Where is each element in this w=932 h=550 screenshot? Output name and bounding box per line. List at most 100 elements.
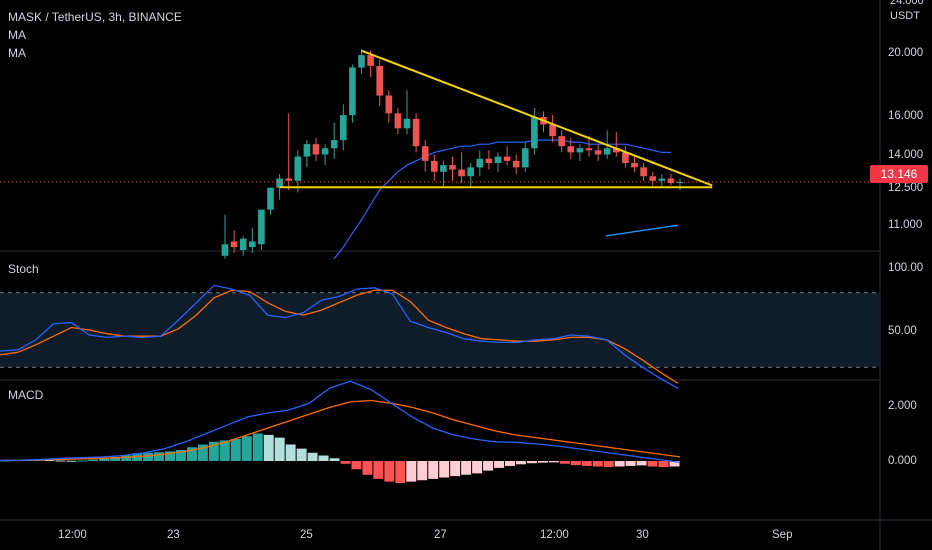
macd-histogram-bar xyxy=(44,459,55,461)
candle xyxy=(658,178,666,181)
price-axis-tick: 14.000 xyxy=(888,149,924,161)
macd-histogram-bar xyxy=(625,461,636,466)
candle xyxy=(613,148,620,153)
candle xyxy=(376,65,383,96)
macd-histogram-bar xyxy=(252,433,263,461)
candle xyxy=(567,146,575,153)
candle xyxy=(512,160,520,168)
ma2-line xyxy=(605,224,679,237)
macd-histogram-bar xyxy=(285,444,296,461)
last-price-badge: 13.146 xyxy=(870,165,928,183)
macd-histogram-bar xyxy=(373,461,384,479)
candle xyxy=(549,124,556,137)
time-axis-tick: Sep xyxy=(772,529,793,541)
macd-histogram-bar xyxy=(658,461,669,468)
macd-histogram-bar xyxy=(483,461,494,471)
macd-histogram-bar xyxy=(77,460,88,462)
macd-histogram-bar xyxy=(318,455,329,461)
macd-histogram-bar xyxy=(548,461,559,463)
macd-histogram-bar xyxy=(329,458,340,461)
candle xyxy=(476,158,484,168)
candle xyxy=(285,178,292,181)
candle xyxy=(312,144,320,155)
stoch-axis-tick: 50.00 xyxy=(888,325,917,337)
macd-histogram-bar xyxy=(505,461,515,466)
candle xyxy=(467,167,474,177)
macd-histogram-bar xyxy=(636,461,647,466)
candle xyxy=(358,55,365,68)
macd-histogram-bar xyxy=(395,461,406,483)
candle xyxy=(230,241,238,248)
candles xyxy=(221,49,684,259)
stoch-title[interactable]: Stoch xyxy=(8,262,39,276)
resistance-trendline xyxy=(361,49,713,187)
ma-indicator-label[interactable]: MA xyxy=(8,28,26,42)
price-pane xyxy=(0,49,880,260)
time-axis-tick: 23 xyxy=(167,529,180,541)
macd-histogram-bar xyxy=(274,437,285,461)
macd-histogram-bar xyxy=(461,461,472,475)
macd-histogram-bar xyxy=(296,448,307,461)
price-axis-tick-top: 24.000 xyxy=(890,0,924,7)
macd-histogram-bar xyxy=(143,452,154,461)
macd-histogram-bar xyxy=(55,460,66,462)
ma-indicator-label-2[interactable]: MA xyxy=(8,46,26,60)
macd-histogram-bar xyxy=(66,460,77,462)
macd-histogram-bar xyxy=(570,461,581,466)
price-axis-tick: 16.000 xyxy=(888,110,924,122)
symbol-title[interactable]: MASK / TetherUS, 3h, BINANCE xyxy=(8,10,182,24)
candle xyxy=(431,160,438,172)
candle xyxy=(303,144,311,157)
price-axis-tick: 20.000 xyxy=(888,47,924,59)
candle xyxy=(494,156,502,164)
candle xyxy=(385,95,393,114)
candle xyxy=(267,187,274,210)
macd-histogram-bar xyxy=(230,439,241,461)
ma-line xyxy=(333,139,671,260)
candle xyxy=(249,241,256,248)
candle xyxy=(239,238,247,250)
price-axis-tick: 12.500 xyxy=(888,182,924,194)
macd-signal-line xyxy=(0,399,681,462)
candle xyxy=(522,148,529,168)
macd-axis-tick: 0.000 xyxy=(888,455,917,467)
macd-histogram-bar xyxy=(472,461,483,474)
candle xyxy=(276,178,283,188)
macd-histogram-bar xyxy=(439,461,450,478)
stoch-k-line xyxy=(0,284,679,389)
candle xyxy=(258,209,265,245)
time-axis-tick: 12:00 xyxy=(540,529,569,541)
candle xyxy=(440,165,447,172)
candle xyxy=(503,156,511,161)
macd-axis-tick: 2.000 xyxy=(888,400,917,412)
time-axis-tick: 30 xyxy=(636,529,649,541)
macd-histogram-bar xyxy=(121,455,132,461)
macd-histogram-bar xyxy=(88,459,99,461)
candle xyxy=(640,167,647,177)
candle xyxy=(576,148,584,153)
candle xyxy=(321,148,329,155)
price-unit-label: USDT xyxy=(890,10,920,22)
candle xyxy=(585,148,593,151)
candle xyxy=(449,165,456,170)
macd-title[interactable]: MACD xyxy=(8,388,44,402)
price-axis-tick: 11.000 xyxy=(888,219,923,231)
macd-pane xyxy=(0,380,681,483)
candle xyxy=(676,182,684,184)
candle xyxy=(367,55,374,66)
macd-histogram-bar xyxy=(526,461,537,464)
stoch-band xyxy=(0,292,880,368)
macd-line xyxy=(0,380,681,464)
macd-histogram-bar xyxy=(186,447,197,461)
candle xyxy=(421,146,429,161)
candle xyxy=(649,176,656,181)
candle xyxy=(412,118,420,147)
candle xyxy=(622,152,629,164)
candle xyxy=(403,118,411,129)
macd-histogram-bar xyxy=(494,461,505,468)
macd-histogram-bar xyxy=(175,450,186,461)
stoch-d-line xyxy=(0,289,679,384)
macd-histogram-bar xyxy=(384,461,395,482)
macd-histogram-bar xyxy=(219,440,230,461)
